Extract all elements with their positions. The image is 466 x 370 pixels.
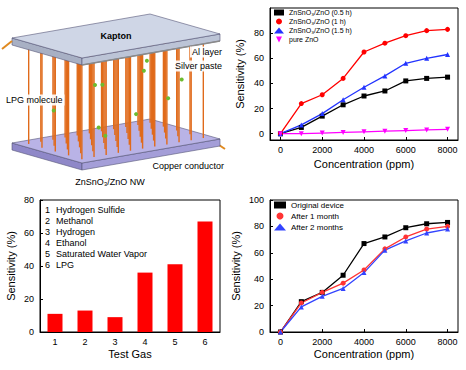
svg-text:Sensitivity (%): Sensitivity (%) <box>5 231 17 301</box>
svg-text:Original device: Original device <box>291 201 344 210</box>
svg-text:Hydrogen Sulfide: Hydrogen Sulfide <box>56 205 125 215</box>
svg-text:4000: 4000 <box>354 337 374 347</box>
svg-text:40: 40 <box>254 78 264 88</box>
svg-text:40: 40 <box>254 274 264 284</box>
svg-text:4: 4 <box>45 238 50 248</box>
svg-text:80: 80 <box>24 195 34 205</box>
svg-text:Sensitivity (%): Sensitivity (%) <box>234 39 246 109</box>
svg-text:8000: 8000 <box>438 337 458 347</box>
svg-text:Hydrogen: Hydrogen <box>56 227 95 237</box>
svg-text:1: 1 <box>52 337 57 347</box>
svg-text:2: 2 <box>82 337 87 347</box>
svg-text:ZnSnO₃/ZnO NW: ZnSnO₃/ZnO NW <box>75 177 145 187</box>
svg-text:Saturated Water Vapor: Saturated Water Vapor <box>56 249 147 259</box>
svg-text:LPG: LPG <box>56 260 74 270</box>
svg-text:80: 80 <box>254 28 264 38</box>
svg-text:Al layer: Al layer <box>192 47 222 57</box>
svg-text:100: 100 <box>249 195 264 205</box>
svg-text:20: 20 <box>254 104 264 114</box>
svg-text:6: 6 <box>202 337 207 347</box>
svg-text:60: 60 <box>254 53 264 63</box>
svg-text:8000: 8000 <box>438 145 458 155</box>
svg-text:Ethanol: Ethanol <box>56 238 87 248</box>
svg-text:0: 0 <box>259 327 264 337</box>
svg-text:LPG molecule: LPG molecule <box>6 95 63 105</box>
svg-text:Silver paste: Silver paste <box>175 61 222 71</box>
svg-text:0: 0 <box>278 145 283 155</box>
svg-text:Copper conductor: Copper conductor <box>152 161 224 171</box>
svg-text:After 2 months: After 2 months <box>291 223 343 232</box>
svg-text:2: 2 <box>45 216 50 226</box>
svg-text:Sensitivity (%): Sensitivity (%) <box>230 231 242 301</box>
svg-text:Test Gas: Test Gas <box>108 348 152 360</box>
svg-text:2000: 2000 <box>312 337 332 347</box>
svg-text:3: 3 <box>45 227 50 237</box>
svg-text:60: 60 <box>24 228 34 238</box>
svg-text:3: 3 <box>112 337 117 347</box>
svg-text:ZnSnO₃/ZnO (1 h): ZnSnO₃/ZnO (1 h) <box>289 18 346 26</box>
svg-text:Concentration (ppm): Concentration (ppm) <box>314 158 414 170</box>
svg-text:60: 60 <box>254 248 264 258</box>
svg-text:80: 80 <box>254 221 264 231</box>
svg-text:5: 5 <box>45 249 50 259</box>
svg-text:After 1 month: After 1 month <box>291 212 339 221</box>
svg-text:6000: 6000 <box>396 337 416 347</box>
svg-text:4000: 4000 <box>354 145 374 155</box>
svg-text:Concentration (ppm): Concentration (ppm) <box>314 348 414 360</box>
svg-text:2000: 2000 <box>312 145 332 155</box>
svg-text:6: 6 <box>45 260 50 270</box>
svg-text:6000: 6000 <box>396 145 416 155</box>
svg-text:4: 4 <box>142 337 147 347</box>
svg-text:Methanol: Methanol <box>56 216 93 226</box>
svg-text:1: 1 <box>45 205 50 215</box>
svg-text:20: 20 <box>24 294 34 304</box>
svg-text:5: 5 <box>172 337 177 347</box>
svg-text:ZnSnO₃/ZnO (1.5 h): ZnSnO₃/ZnO (1.5 h) <box>289 27 352 35</box>
svg-text:20: 20 <box>254 301 264 311</box>
svg-text:ZnSnO₃/ZnO (0.5 h): ZnSnO₃/ZnO (0.5 h) <box>289 9 352 17</box>
svg-text:40: 40 <box>24 261 34 271</box>
svg-text:0: 0 <box>29 327 34 337</box>
svg-text:0: 0 <box>278 337 283 347</box>
svg-text:Kapton: Kapton <box>101 31 132 41</box>
svg-text:pure ZnO: pure ZnO <box>289 36 319 44</box>
svg-text:0: 0 <box>259 129 264 139</box>
